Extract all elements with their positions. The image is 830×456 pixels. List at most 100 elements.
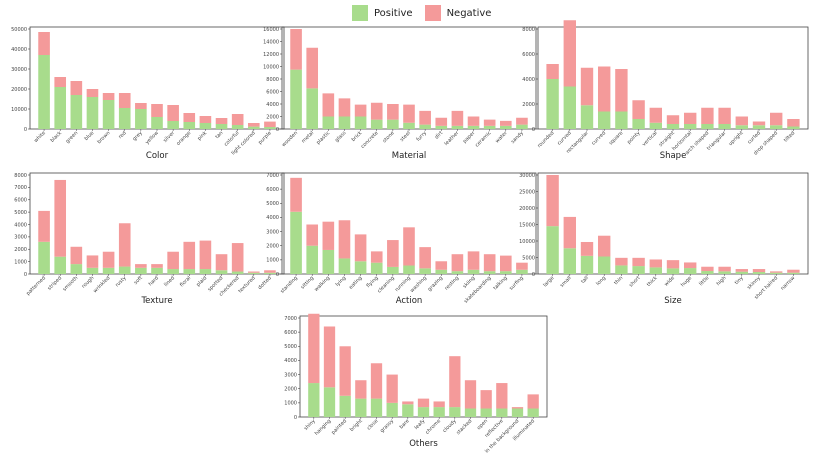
bar-positive	[387, 266, 399, 274]
bar-negative	[54, 77, 67, 87]
y-tick-label: 20000	[11, 87, 27, 93]
bar-negative	[322, 93, 335, 117]
bar-negative	[615, 69, 628, 112]
bar-negative	[70, 81, 83, 95]
bar-positive	[215, 270, 228, 274]
bar-positive	[264, 127, 276, 129]
bar-positive	[231, 271, 244, 274]
bar-positive	[86, 267, 99, 274]
x-tick-label: smooth	[62, 275, 79, 292]
bar-negative	[598, 235, 611, 257]
bar-positive	[322, 249, 335, 274]
bar-negative	[118, 223, 131, 267]
x-tick-label: glass	[334, 130, 348, 144]
bar-negative	[402, 401, 414, 405]
bar-positive	[546, 79, 559, 129]
bar-positive	[199, 123, 212, 129]
bar-positive	[563, 248, 576, 274]
bar-negative	[546, 64, 559, 79]
x-tick-label: curled	[747, 130, 762, 145]
bar-negative	[701, 107, 714, 124]
x-tick-label: wooden	[281, 130, 299, 148]
bar-negative	[499, 255, 512, 272]
bar-negative	[264, 270, 276, 273]
bar-negative	[290, 29, 302, 70]
bar-negative	[546, 175, 559, 227]
bar-negative	[563, 216, 576, 249]
x-tick-label: cleaning	[377, 275, 396, 294]
bar-positive	[435, 125, 448, 129]
bar-positive	[483, 125, 496, 129]
bar-positive	[247, 272, 260, 274]
y-tick-label: 7000	[14, 185, 27, 191]
y-tick-label: 0	[276, 127, 279, 133]
bar-positive	[38, 241, 50, 274]
x-tick-label: curved	[591, 130, 607, 146]
bar-negative	[499, 120, 512, 126]
bar-negative	[102, 93, 115, 100]
x-tick-label: standing	[279, 275, 299, 295]
bar-negative	[370, 251, 383, 263]
x-tick-label: flying	[366, 275, 380, 289]
x-tick-label: grazing	[427, 275, 444, 292]
x-tick-label: lying	[335, 275, 348, 288]
bar-negative	[323, 326, 336, 388]
bar-negative	[403, 227, 415, 266]
bar-positive	[615, 265, 628, 274]
bar-positive	[135, 109, 147, 129]
bar-negative	[666, 260, 680, 269]
panel-title: Color	[146, 151, 169, 161]
bar-positive	[580, 105, 594, 129]
x-tick-label: tilted	[783, 130, 796, 143]
bar-positive	[770, 125, 783, 129]
x-tick-label: narrow	[780, 275, 796, 291]
x-tick-label: huge	[680, 275, 693, 288]
bar-positive	[247, 126, 260, 129]
bar-negative	[199, 116, 212, 123]
bar-positive	[355, 398, 367, 417]
x-tick-label: vertical	[641, 130, 658, 147]
bar-negative	[86, 89, 99, 97]
bar-negative	[403, 104, 415, 123]
bar-positive	[499, 125, 512, 129]
bar-positive	[649, 122, 662, 129]
bar-positive	[464, 408, 477, 417]
y-tick-label: 3000	[266, 229, 279, 235]
y-tick-label: 30000	[519, 173, 535, 179]
legend: Positive Negative	[352, 3, 503, 23]
bar-positive	[632, 119, 645, 129]
bar-negative	[183, 113, 196, 122]
y-tick-label: 4000	[284, 358, 297, 364]
y-tick-label: 50000	[11, 27, 27, 33]
bar-negative	[770, 112, 783, 126]
x-tick-label: square	[608, 130, 624, 146]
panel-size: 0 5000 10000 15000 20000 25000 30000 large small…	[519, 172, 809, 306]
x-tick-label: orange	[175, 130, 192, 147]
bar-positive	[118, 266, 131, 274]
x-tick-label: upright	[728, 130, 745, 147]
bar-positive	[38, 55, 50, 129]
x-tick-label: thick	[646, 275, 659, 288]
negative-swatch	[424, 5, 441, 21]
y-tick-label: 16000	[263, 27, 279, 33]
x-tick-label: high	[716, 275, 728, 287]
bar-positive	[467, 125, 480, 129]
bar-positive	[231, 125, 244, 129]
bar-negative	[135, 264, 147, 268]
x-tick-label: steel	[399, 130, 412, 143]
bar-negative	[752, 269, 766, 273]
bar-negative	[684, 262, 697, 269]
bar-positive	[86, 97, 99, 129]
bar-negative	[632, 257, 645, 267]
bar-positive	[70, 264, 83, 274]
bar-negative	[338, 98, 351, 117]
x-tick-label: plaid	[195, 275, 208, 288]
y-tick-label: 6000	[284, 330, 297, 336]
x-tick-label: brown	[96, 130, 111, 145]
bar-negative	[419, 247, 431, 269]
panel-title: Texture	[140, 296, 172, 306]
y-tick-label: 14000	[263, 39, 279, 45]
